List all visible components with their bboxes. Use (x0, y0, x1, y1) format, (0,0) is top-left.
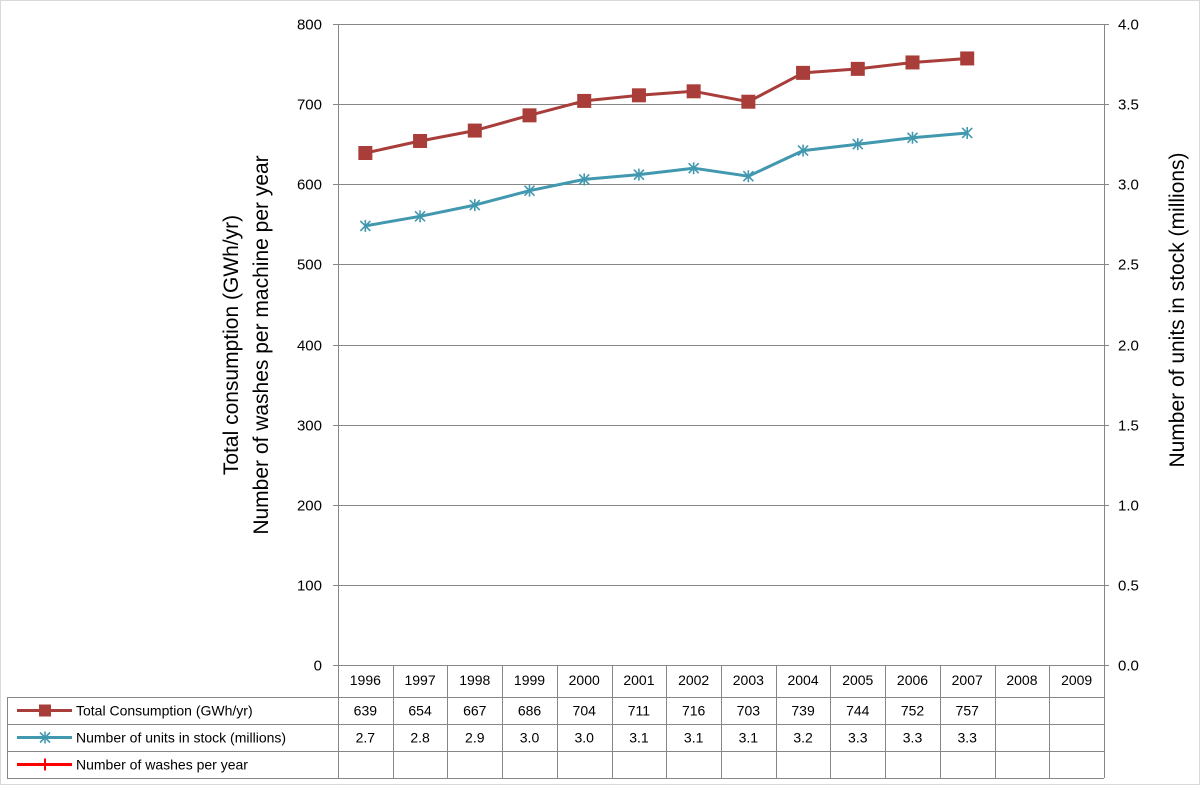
left-axis-title-line2: Number of washes per machine per year (250, 155, 273, 534)
data-point (741, 94, 756, 109)
data-point (797, 144, 809, 157)
table-cell-value: 716 (682, 703, 706, 719)
table-cell-value: 2.8 (410, 730, 430, 746)
data-point (522, 108, 537, 123)
table-cell-value: 3.3 (957, 730, 977, 746)
legend-label: Total Consumption (GWh/yr) (76, 703, 253, 719)
table-cell-value: 3.1 (684, 730, 704, 746)
table-cell-value: 739 (791, 703, 815, 719)
table-cell-value: 654 (408, 703, 432, 719)
table-cell-value: 3.1 (629, 730, 649, 746)
right-tick-label: 0.5 (1118, 578, 1139, 595)
data-point (796, 65, 811, 80)
x-tick-label: 2001 (623, 672, 654, 688)
left-axis-ticks: 0 100 200 300 400 500 600 700 800 (297, 17, 322, 675)
series-lines (358, 51, 975, 232)
left-tick-label: 600 (297, 177, 322, 194)
left-tick-label: 500 (297, 257, 322, 274)
data-point (961, 126, 973, 139)
data-point (578, 173, 590, 186)
table-cell-value: 3.1 (739, 730, 759, 746)
right-tick-label: 4.0 (1118, 17, 1139, 34)
table-cell-value: 3.0 (574, 730, 594, 746)
gridlines (338, 24, 1104, 586)
table-cell-value: 704 (573, 703, 597, 719)
table-cell-value: 3.0 (520, 730, 540, 746)
left-tick-label: 200 (297, 498, 322, 515)
legend-label: Number of washes per year (76, 757, 248, 773)
x-tick-label: 1997 (404, 672, 435, 688)
series-line (365, 131, 968, 228)
left-tick-label: 700 (297, 97, 322, 114)
table-cell-value: 3.3 (848, 730, 868, 746)
data-point (906, 131, 919, 144)
left-tick-label: 800 (297, 17, 322, 34)
x-tick-label: 2002 (678, 672, 709, 688)
right-tick-label: 1.5 (1118, 418, 1139, 435)
axes (333, 24, 1109, 666)
right-tick-label: 1.0 (1118, 498, 1139, 515)
data-point (960, 51, 975, 66)
table-cell-value: 3.3 (903, 730, 923, 746)
left-tick-label: 100 (297, 578, 322, 595)
data-point (850, 61, 865, 76)
data-point (359, 219, 371, 232)
data-point (467, 123, 482, 138)
data-point (413, 133, 428, 148)
table-cell-value: 2.9 (465, 730, 485, 746)
table-cell-value: 744 (846, 703, 870, 719)
data-point (686, 84, 701, 99)
x-tick-label: 2009 (1061, 672, 1092, 688)
table-cell-value: 667 (463, 703, 487, 719)
x-tick-label: 1999 (514, 672, 545, 688)
x-tick-label: 2005 (842, 672, 873, 688)
table-cell-value: 752 (901, 703, 925, 719)
left-tick-label: 0 (314, 658, 322, 675)
data-point (631, 88, 646, 103)
series-line (365, 57, 968, 155)
data-point (688, 162, 700, 175)
data-point (577, 93, 592, 108)
data-point (523, 184, 536, 197)
table-cell-value: 757 (956, 703, 980, 719)
x-tick-label: 2008 (1006, 672, 1037, 688)
right-tick-label: 0.0 (1118, 658, 1139, 675)
table-cell-value: 711 (628, 703, 651, 719)
right-tick-label: 2.0 (1118, 338, 1139, 355)
data-point (358, 146, 373, 161)
data-point (742, 170, 754, 183)
x-tick-label: 2007 (952, 672, 983, 688)
legend-key-marker (39, 731, 51, 744)
data-point (469, 199, 481, 212)
left-tick-label: 400 (297, 338, 322, 355)
data-point (852, 138, 864, 151)
table-cell-value: 3.2 (793, 730, 813, 746)
right-axis-title: Number of units in stock (millions) (1166, 152, 1189, 467)
table-cell-value: 686 (518, 703, 542, 719)
left-tick-label: 300 (297, 418, 322, 435)
data-point (414, 210, 426, 223)
legend-label: Number of units in stock (millions) (76, 730, 286, 746)
legend-key-marker (39, 704, 51, 717)
x-tick-label: 2004 (787, 672, 818, 688)
data-table: 1996 1997 1998 1999 2000 2001 2002 2003 2004 2005… (7, 665, 1105, 779)
left-axis-title-line1: Total consumption (GWh/yr) (220, 215, 243, 475)
right-tick-label: 2.5 (1118, 257, 1139, 274)
right-axis-ticks: 0.0 0.5 1.0 1.5 2.0 2.5 3.0 3.5 4.0 (1118, 17, 1139, 675)
right-tick-label: 3.0 (1118, 177, 1139, 194)
x-tick-label: 2003 (733, 672, 764, 688)
x-tick-label: 1998 (459, 672, 490, 688)
x-tick-label: 1996 (350, 672, 381, 688)
right-tick-label: 3.5 (1118, 97, 1139, 114)
table-cell-value: 2.7 (356, 730, 376, 746)
x-tick-label: 2006 (897, 672, 928, 688)
data-point (633, 168, 645, 181)
data-point (905, 55, 920, 70)
x-tick-label: 2000 (569, 672, 600, 688)
table-cell-value: 703 (737, 703, 761, 719)
table-cell-value: 639 (354, 703, 378, 719)
